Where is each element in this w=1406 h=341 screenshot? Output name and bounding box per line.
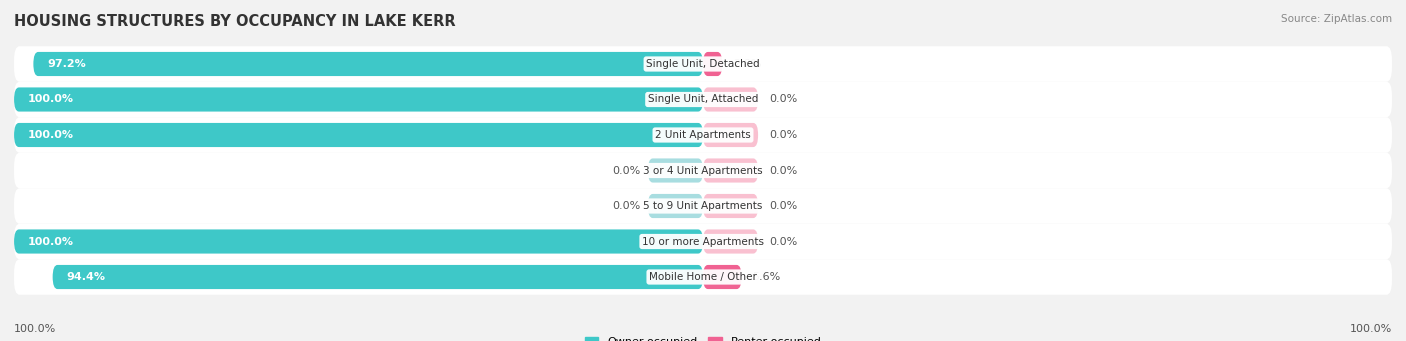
- Text: 0.0%: 0.0%: [769, 130, 797, 140]
- FancyBboxPatch shape: [703, 123, 758, 147]
- Text: 100.0%: 100.0%: [1350, 324, 1392, 334]
- Text: 97.2%: 97.2%: [48, 59, 86, 69]
- FancyBboxPatch shape: [703, 87, 758, 112]
- Text: 0.0%: 0.0%: [613, 201, 641, 211]
- Text: 0.0%: 0.0%: [769, 94, 797, 104]
- Text: 0.0%: 0.0%: [613, 165, 641, 176]
- Text: 5 to 9 Unit Apartments: 5 to 9 Unit Apartments: [644, 201, 762, 211]
- FancyBboxPatch shape: [14, 87, 703, 112]
- FancyBboxPatch shape: [14, 46, 1392, 82]
- Text: Single Unit, Attached: Single Unit, Attached: [648, 94, 758, 104]
- FancyBboxPatch shape: [14, 188, 1392, 224]
- Text: Single Unit, Detached: Single Unit, Detached: [647, 59, 759, 69]
- FancyBboxPatch shape: [14, 259, 1392, 295]
- FancyBboxPatch shape: [703, 265, 741, 289]
- FancyBboxPatch shape: [14, 229, 703, 254]
- Text: 94.4%: 94.4%: [66, 272, 105, 282]
- FancyBboxPatch shape: [703, 159, 758, 182]
- Text: HOUSING STRUCTURES BY OCCUPANCY IN LAKE KERR: HOUSING STRUCTURES BY OCCUPANCY IN LAKE …: [14, 14, 456, 29]
- Text: Mobile Home / Other: Mobile Home / Other: [650, 272, 756, 282]
- FancyBboxPatch shape: [703, 52, 723, 76]
- Text: 10 or more Apartments: 10 or more Apartments: [643, 237, 763, 247]
- FancyBboxPatch shape: [52, 265, 703, 289]
- FancyBboxPatch shape: [14, 153, 1392, 188]
- Text: 3 or 4 Unit Apartments: 3 or 4 Unit Apartments: [643, 165, 763, 176]
- Legend: Owner-occupied, Renter-occupied: Owner-occupied, Renter-occupied: [581, 332, 825, 341]
- Text: 0.0%: 0.0%: [769, 201, 797, 211]
- FancyBboxPatch shape: [703, 194, 758, 218]
- FancyBboxPatch shape: [703, 229, 758, 254]
- Text: 2.8%: 2.8%: [734, 59, 762, 69]
- FancyBboxPatch shape: [34, 52, 703, 76]
- FancyBboxPatch shape: [648, 194, 703, 218]
- FancyBboxPatch shape: [14, 224, 1392, 259]
- Text: 100.0%: 100.0%: [28, 130, 75, 140]
- FancyBboxPatch shape: [14, 117, 1392, 153]
- FancyBboxPatch shape: [14, 123, 703, 147]
- Text: 100.0%: 100.0%: [28, 237, 75, 247]
- Text: 2 Unit Apartments: 2 Unit Apartments: [655, 130, 751, 140]
- FancyBboxPatch shape: [648, 159, 703, 182]
- FancyBboxPatch shape: [14, 82, 1392, 117]
- Text: 0.0%: 0.0%: [769, 165, 797, 176]
- Text: 100.0%: 100.0%: [14, 324, 56, 334]
- Text: Source: ZipAtlas.com: Source: ZipAtlas.com: [1281, 14, 1392, 24]
- Text: 100.0%: 100.0%: [28, 94, 75, 104]
- Text: 5.6%: 5.6%: [752, 272, 780, 282]
- Text: 0.0%: 0.0%: [769, 237, 797, 247]
